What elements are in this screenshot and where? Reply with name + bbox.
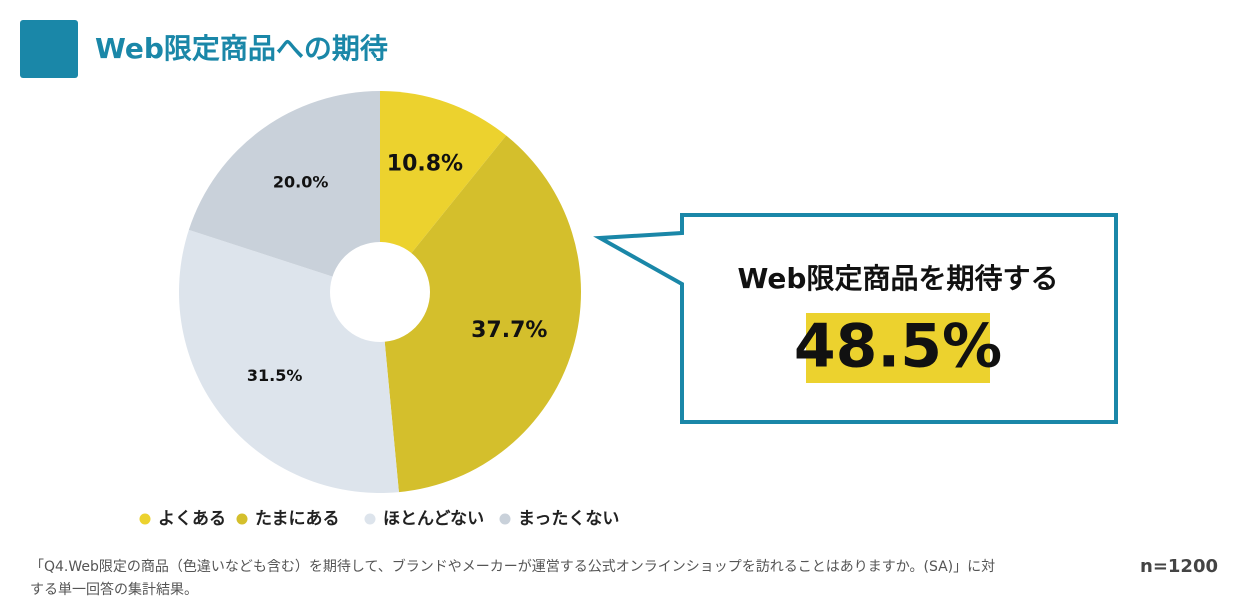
legend-label: たまにある <box>255 509 340 529</box>
legend-label: ほとんどない <box>383 509 484 529</box>
callout-highlight <box>806 313 990 383</box>
pie-slice <box>380 91 507 292</box>
pie-slice <box>380 135 581 493</box>
pie-slice <box>188 91 380 292</box>
data-label: 31.5% <box>247 366 303 385</box>
legend-label: よくある <box>158 509 226 529</box>
chart-title: Web限定商品への期待 <box>95 32 388 65</box>
sample-size: n=1200 <box>1140 556 1218 577</box>
data-label: 10.8% <box>387 152 463 177</box>
data-label: 20.0% <box>273 172 329 191</box>
legend-marker <box>364 513 376 525</box>
legend-marker <box>236 513 248 525</box>
data-label: 37.7% <box>471 318 547 343</box>
legend-label: まったくない <box>518 509 619 529</box>
donut-hole <box>330 242 430 342</box>
title-mark <box>20 20 78 78</box>
callout-label: Web限定商品を期待する <box>738 262 1059 295</box>
legend-marker <box>139 513 151 525</box>
callout-value: 48.5% <box>794 312 1002 382</box>
footnote: 「Q4.Web限定の商品（色違いなども含む）を期待して、ブランドやメーカーが運営… <box>30 558 995 575</box>
legend-marker <box>499 513 511 525</box>
footnote: する単一回答の集計結果。 <box>30 581 198 598</box>
